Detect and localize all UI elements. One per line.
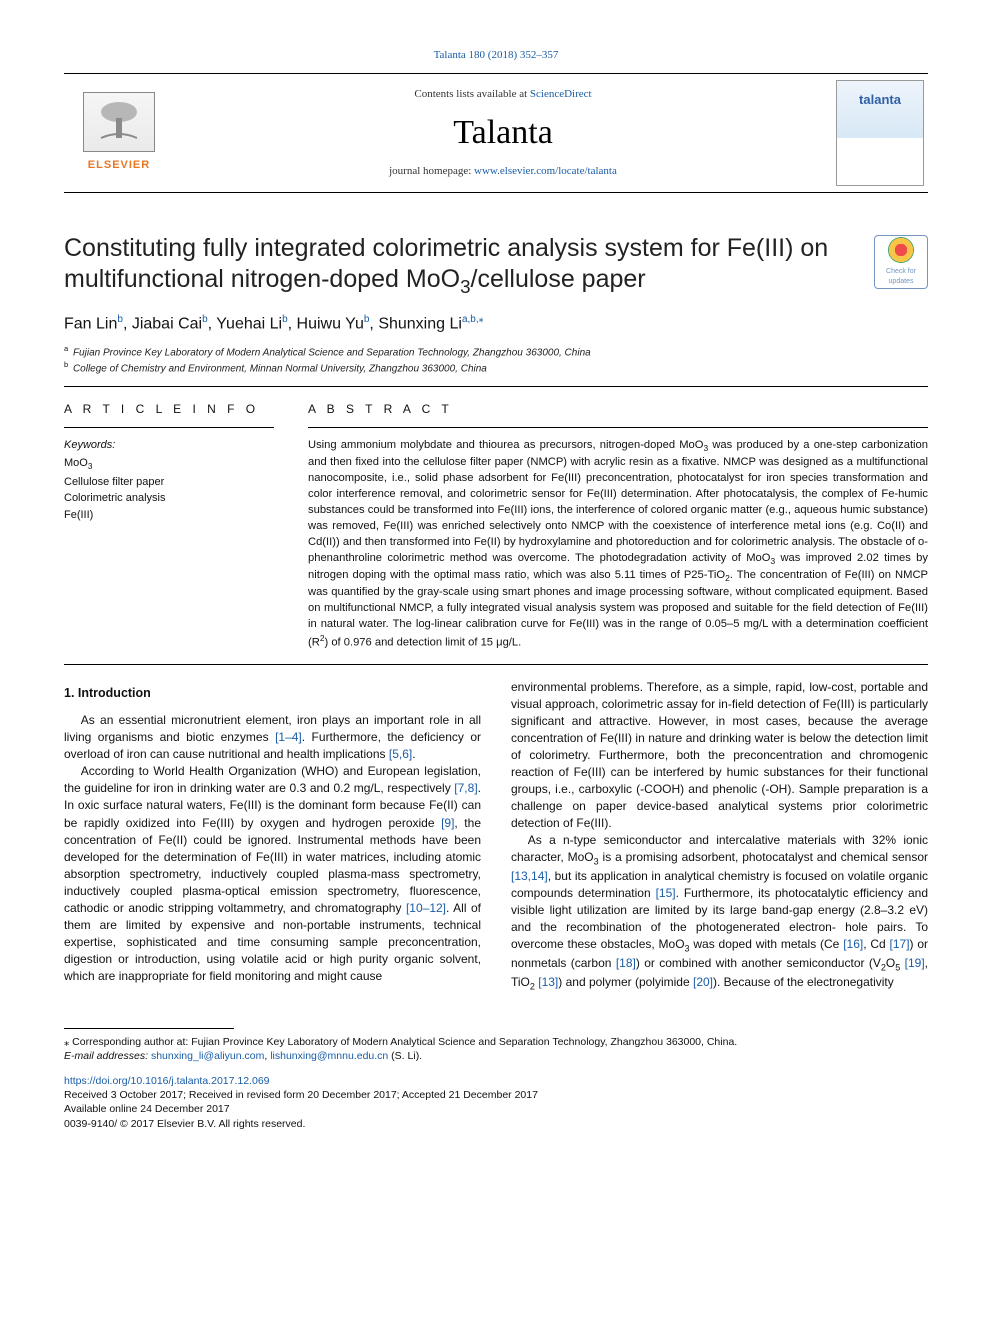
corr-author-note: ⁎ Corresponding author at: Fujian Provin…	[64, 1035, 928, 1050]
article-info-block: A R T I C L E I N F O Keywords: MoO3Cell…	[64, 401, 274, 651]
intro-heading: 1. Introduction	[64, 685, 481, 703]
top-citation: Talanta 180 (2018) 352–357	[64, 48, 928, 63]
keywords-list: MoO3Cellulose filter paperColorimetric a…	[64, 455, 274, 523]
info-row: A R T I C L E I N F O Keywords: MoO3Cell…	[64, 401, 928, 651]
contents-line: Contents lists available at ScienceDirec…	[414, 87, 591, 102]
email-1[interactable]: shunxing_li@aliyun.com	[151, 1050, 264, 1062]
elsevier-tree-icon	[83, 92, 155, 152]
affiliations: a Fujian Province Key Laboratory of Mode…	[64, 344, 928, 376]
email-label: E-mail addresses:	[64, 1050, 151, 1062]
sciencedirect-link[interactable]: ScienceDirect	[530, 88, 592, 100]
email-tail: (S. Li).	[388, 1050, 422, 1062]
masthead-right: talanta	[832, 74, 928, 192]
journal-name: Talanta	[453, 110, 553, 156]
journal-cover-thumb: talanta	[836, 80, 924, 186]
body-columns: 1. Introduction As an essential micronut…	[64, 679, 928, 994]
contents-prefix: Contents lists available at	[414, 88, 529, 100]
body-para-2: According to World Health Organization (…	[64, 763, 481, 984]
article-title: Constituting fully integrated colorimetr…	[64, 233, 856, 299]
article-info-head: A R T I C L E I N F O	[64, 401, 274, 417]
cover-word: talanta	[859, 91, 901, 109]
rule-bottom-abstract	[64, 664, 928, 665]
publisher-logo-block: ELSEVIER	[64, 74, 174, 192]
abstract-block: A B S T R A C T Using ammonium molybdate…	[308, 401, 928, 651]
footnotes: ⁎ Corresponding author at: Fujian Provin…	[64, 1035, 928, 1064]
body-para-3: environmental problems. Therefore, as a …	[511, 679, 928, 832]
crossmark-line2: updates	[889, 277, 914, 286]
received-line: Received 3 October 2017; Received in rev…	[64, 1088, 928, 1102]
authors: Fan Linb, Jiabai Caib, Yuehai Lib, Huiwu…	[64, 313, 928, 335]
masthead-center: Contents lists available at ScienceDirec…	[174, 74, 832, 192]
email-2[interactable]: lishunxing@mnnu.edu.cn	[270, 1050, 388, 1062]
issn-line: 0039-9140/ © 2017 Elsevier B.V. All righ…	[64, 1117, 928, 1131]
rule-info-left	[64, 427, 274, 428]
crossmark-badge[interactable]: Check for updates	[874, 235, 928, 289]
doi-link[interactable]: https://doi.org/10.1016/j.talanta.2017.1…	[64, 1074, 928, 1088]
affil-a: Fujian Province Key Laboratory of Modern…	[73, 348, 591, 359]
available-line: Available online 24 December 2017	[64, 1102, 928, 1116]
abstract-body: Using ammonium molybdate and thiourea as…	[308, 438, 928, 651]
elsevier-wordmark: ELSEVIER	[88, 158, 150, 173]
keywords-label: Keywords:	[64, 438, 274, 453]
crossmark-line1: Check for	[886, 267, 916, 276]
homepage-line: journal homepage: www.elsevier.com/locat…	[389, 164, 617, 179]
rule-info-right	[308, 427, 928, 428]
homepage-prefix: journal homepage:	[389, 165, 474, 177]
abstract-head: A B S T R A C T	[308, 401, 928, 417]
affil-b: College of Chemistry and Environment, Mi…	[73, 364, 487, 375]
body-para-4: As a n-type semiconductor and intercalat…	[511, 832, 928, 994]
rule-top	[64, 386, 928, 387]
crossmark-icon	[888, 237, 914, 263]
body-para-1: As an essential micronutrient element, i…	[64, 712, 481, 763]
footnotes-rule	[64, 1028, 234, 1029]
homepage-url[interactable]: www.elsevier.com/locate/talanta	[474, 165, 617, 177]
masthead: ELSEVIER Contents lists available at Sci…	[64, 73, 928, 193]
